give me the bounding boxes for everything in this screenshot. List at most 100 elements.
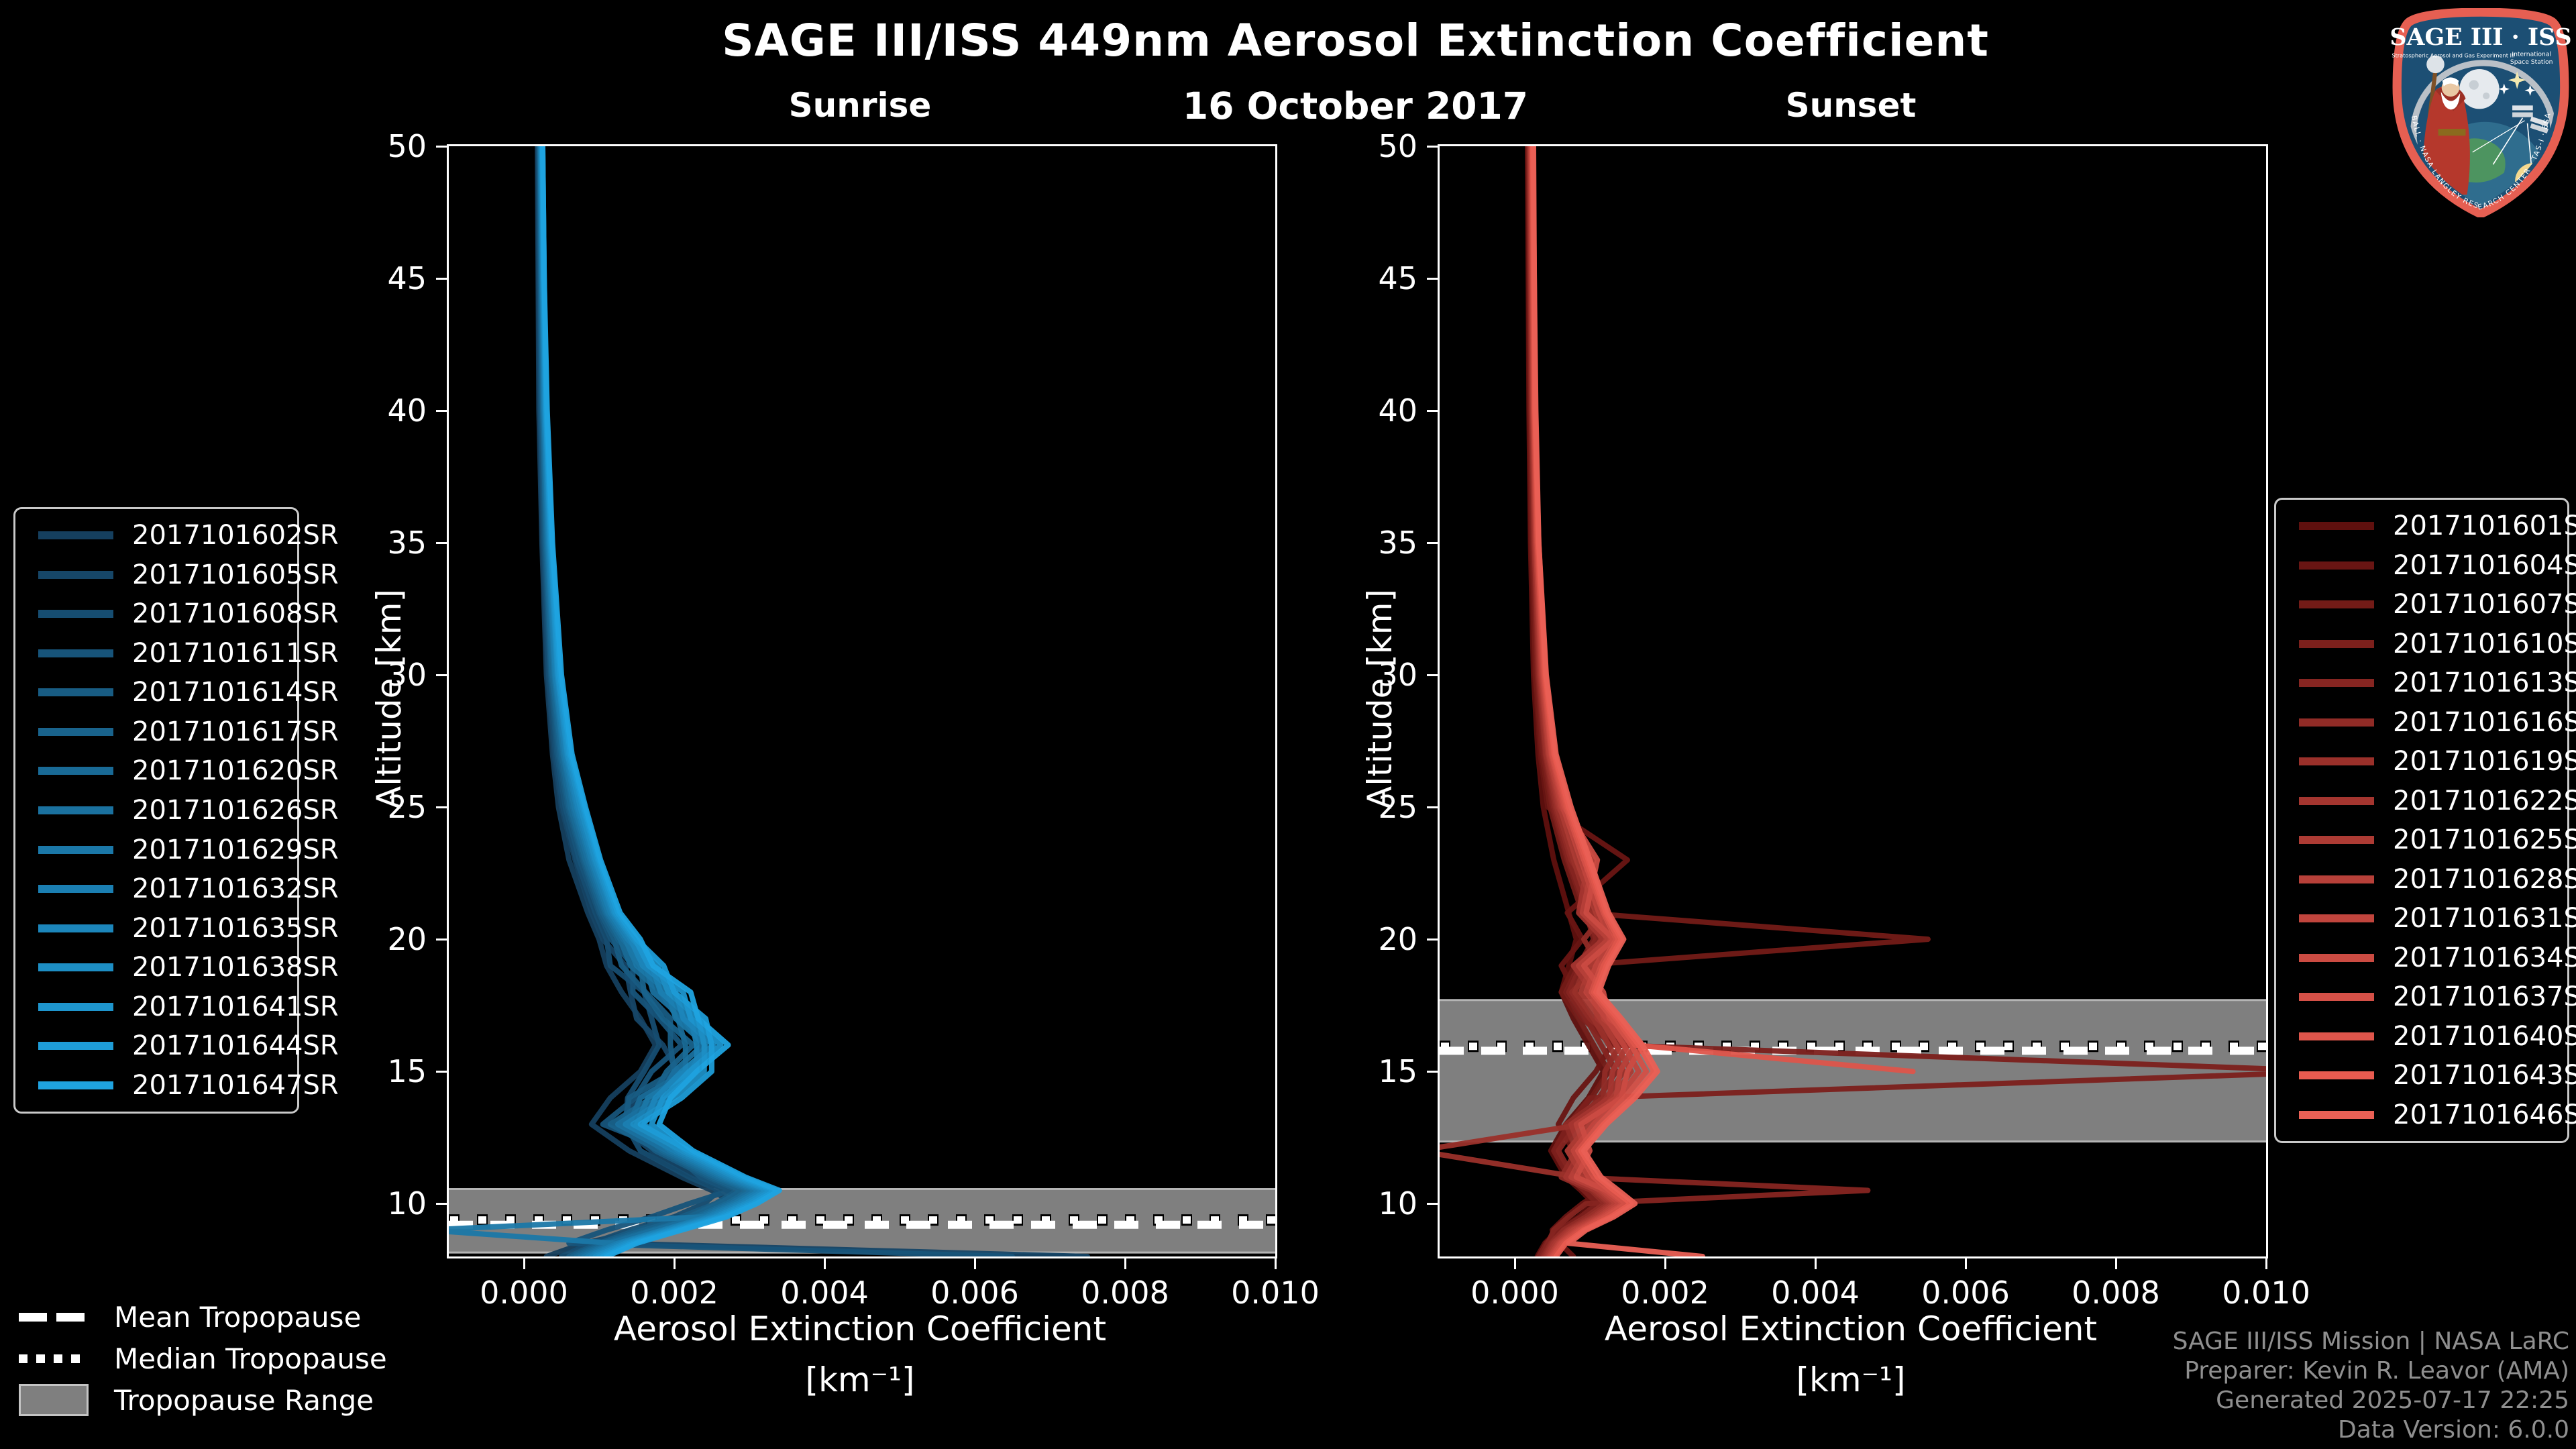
y-tick-label: 40 [387,392,427,429]
legend-label: 2017101643SS [2393,1060,2576,1091]
moon-crater [2469,80,2479,90]
sunrise-plot [447,144,1277,1258]
legend-line-icon [2299,1032,2374,1040]
x-tick-label: 0.010 [2222,1275,2310,1311]
y-tick-label: 50 [387,128,427,164]
x-tick-mark [1124,1258,1126,1269]
legend-label: 2017101634SS [2393,942,2576,973]
sunrise-plot-canvas [449,146,1275,1256]
y-tick-mark [436,1203,447,1205]
legend-row-2017101643SS: 2017101643SS [2276,1060,2576,1091]
sage-iss-logo-icon: SAGE III · ISS Stratospheric Aerosol and… [2390,7,2572,219]
legend-line-icon [38,727,113,736]
legend-label: 2017101635SR [132,912,339,944]
attribution-line: Preparer: Kevin R. Leavor (AMA) [2184,1357,2569,1385]
y-axis-label-sunset: Altitude [km] [1360,589,1399,809]
logo-subtitle-right-2: Space Station [2510,58,2553,66]
profile-line-2017101611SR [536,146,1015,1256]
date-subtitle: 16 October 2017 [1182,85,1529,127]
legend-line-icon [38,806,113,814]
attribution-line: Data Version: 6.0.0 [2338,1416,2569,1444]
y-tick-label: 15 [1378,1053,1417,1090]
legend-label: 2017101638SR [132,952,339,983]
y-tick-mark [436,542,447,545]
legend-row-2017101631SS: 2017101631SS [2276,903,2576,934]
y-tick-mark [1427,410,1438,413]
legend-row-2017101607SS: 2017101607SS [2276,589,2576,620]
sunset-plot-canvas [1440,146,2266,1256]
x-axis-label-sunrise: Aerosol Extinction Coefficient [613,1309,1107,1348]
legend-row-2017101638SR: 2017101638SR [15,952,339,983]
y-tick-label: 10 [1378,1185,1417,1222]
legend-line-icon [2299,1110,2374,1119]
legend-label: 2017101622SS [2393,785,2576,816]
legend-line-icon [2299,836,2374,845]
legend-row-2017101605SR: 2017101605SR [15,559,339,590]
legend-line-icon [38,1002,113,1011]
y-tick-label: 30 [1378,657,1417,694]
y-tick-label: 10 [387,1185,427,1222]
y-tick-mark [436,278,447,280]
legend-label: 2017101640SS [2393,1020,2576,1052]
page-title: SAGE III/ISS 449nm Aerosol Extinction Co… [722,15,1989,66]
legend-row-2017101625SS: 2017101625SS [2276,824,2576,855]
legend-row-2017101626SR: 2017101626SR [15,795,339,826]
x-tick-mark [2265,1258,2267,1269]
legend-line-icon [2299,639,2374,648]
legend-label: 2017101613SS [2393,667,2576,699]
legend-row-2017101602SR: 2017101602SR [15,520,339,551]
x-tick-label: 0.002 [1621,1275,1709,1311]
x-tick-label: 0.008 [1081,1275,1169,1311]
y-axis-label-sunrise: Altitude [km] [370,589,409,809]
x-tick-mark [674,1258,676,1269]
y-tick-label: 35 [387,525,427,561]
legend-label: 2017101641SR [132,991,339,1022]
legend-label: 2017101629SR [132,834,339,865]
legend-line-icon [38,570,113,579]
x-tick-mark [1514,1258,1516,1269]
legend-line-icon [2299,993,2374,1002]
x-tick-mark [974,1258,976,1269]
panel-title-sunset: Sunset [1785,86,1917,125]
legend-line-icon [38,649,113,657]
legend-label: 2017101604SS [2393,549,2576,581]
legend-row-2017101610SS: 2017101610SS [2276,629,2576,659]
panel-title-sunrise: Sunrise [788,86,932,125]
legend-line-icon [38,924,113,932]
legend-label: 2017101646SS [2393,1099,2576,1130]
legend-row-2017101629SR: 2017101629SR [15,835,339,865]
y-tick-mark [1427,674,1438,677]
legend-row-2017101619SS: 2017101619SS [2276,746,2576,777]
profile-line-2017101646SS [1531,146,1705,1256]
y-tick-mark [436,674,447,677]
x-tick-label: 0.000 [480,1275,568,1311]
legend-row-2017101632SR: 2017101632SR [15,873,339,904]
profile-line-2017101647SR [540,146,782,1256]
attribution-line: Generated 2025-07-17 22:25 [2216,1387,2569,1414]
x-tick-mark [523,1258,525,1269]
legend-row-2017101640SS: 2017101640SS [2276,1021,2576,1052]
legend-line-icon [38,688,113,697]
x-axis-label-sunset: Aerosol Extinction Coefficient [1604,1309,2098,1348]
y-tick-mark [1427,1071,1438,1073]
legend-row-2017101616SS: 2017101616SS [2276,707,2576,738]
x-tick-label: 0.004 [1771,1275,1860,1311]
legend-line-icon [2299,718,2374,727]
sunrise-legend: 2017101602SR 2017101605SR 2017101608SR 2017… [13,507,339,1114]
legend-row-2017101647SR: 2017101647SR [15,1070,339,1101]
sage-iss-logo: SAGE III · ISS Stratospheric Aerosol and… [2388,7,2573,219]
legend-label: 2017101614SR [132,677,339,708]
legend-label: 2017101644SR [132,1030,339,1062]
legend-line-icon [38,963,113,972]
y-tick-mark [436,806,447,809]
legend-row-2017101617SR: 2017101617SR [15,716,339,747]
x-tick-label: 0.002 [630,1275,718,1311]
y-tick-label: 35 [1378,525,1417,561]
y-tick-mark [1427,1203,1438,1205]
x-tick-label: 0.004 [780,1275,869,1311]
y-tick-mark [436,1071,447,1073]
y-tick-label: 25 [1378,789,1417,826]
legend-row-2017101646SS: 2017101646SS [2276,1099,2576,1130]
legend-label: 2017101611SR [132,637,339,669]
tropopause-range-swatch-icon [19,1384,99,1416]
